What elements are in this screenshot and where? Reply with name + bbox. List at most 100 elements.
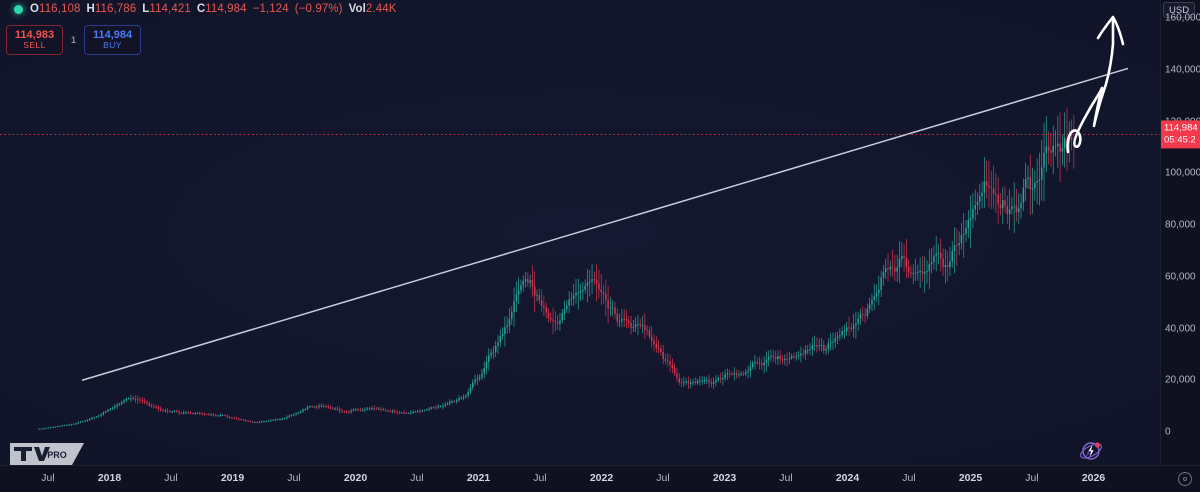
candle-body [667, 360, 669, 362]
candle-body [554, 320, 557, 323]
price-tick: 20,000 [1165, 374, 1196, 386]
candle-body [1070, 137, 1073, 141]
candle-body [611, 307, 614, 309]
time-tick: 2021 [466, 472, 491, 484]
candle-body [65, 424, 68, 426]
candle-body [907, 267, 910, 273]
candle-body [806, 349, 809, 351]
candle-body [921, 270, 924, 274]
candle-body [474, 379, 476, 383]
candle-body [435, 407, 437, 409]
candle-body [462, 396, 465, 398]
candle-body [56, 426, 59, 428]
candle-body [146, 402, 148, 404]
buy-price: 114,984 [92, 29, 133, 41]
candle-body [212, 414, 215, 416]
candle-body [540, 300, 543, 306]
clock-icon[interactable] [1178, 472, 1192, 486]
candle-body [1057, 143, 1059, 147]
candle-body [520, 285, 522, 291]
candle-body [650, 336, 653, 341]
candle-body [621, 318, 623, 322]
candle-body [249, 421, 251, 423]
candle-body [332, 408, 334, 410]
candle-body [100, 414, 102, 416]
candle-body [1013, 205, 1015, 207]
candle-body [582, 289, 584, 292]
candle-body [559, 320, 561, 324]
candle-body [628, 320, 630, 324]
candle-body [595, 280, 598, 283]
candle-body [678, 378, 680, 383]
candle-body [77, 422, 79, 424]
candle-body [54, 426, 56, 428]
candle-body [664, 358, 667, 361]
candle-body [132, 398, 134, 400]
time-axis[interactable]: Jul 2018 Jul 2019 Jul 2020 Jul 2021 Jul 2022 Jul 20… [0, 465, 1200, 492]
candle-body [109, 408, 112, 411]
candle-body [999, 204, 1002, 209]
candle-body [180, 412, 183, 414]
buy-label: BUY [103, 40, 122, 51]
candle-body [722, 377, 724, 380]
candle-body [288, 415, 290, 417]
candle-body [983, 181, 986, 193]
candle-body [976, 201, 979, 206]
candle-body [476, 378, 479, 380]
candle-body [804, 350, 807, 354]
candle-body [244, 420, 247, 422]
candle-body [173, 410, 176, 412]
sell-label: SELL [23, 40, 46, 51]
candle-body [781, 359, 784, 360]
candle-body [382, 409, 385, 410]
candle-body [527, 279, 529, 283]
candle-body [614, 307, 616, 314]
candle-body [779, 356, 781, 360]
buy-button[interactable]: 114,984 BUY [84, 25, 142, 55]
candle-body [533, 286, 536, 296]
candle-body [169, 411, 171, 413]
candle-body [205, 414, 208, 416]
candle-body [841, 331, 843, 336]
breakout-arrow-head [1096, 15, 1125, 46]
candle-body [416, 410, 419, 412]
candle-body [699, 380, 701, 382]
candle-body [763, 362, 765, 366]
candle-body [834, 338, 837, 343]
candle-body [293, 414, 295, 416]
candle-body [1018, 208, 1020, 213]
candle-body [820, 345, 823, 346]
breakout-arrow-shaft [1066, 16, 1115, 154]
candle-body [320, 405, 323, 407]
candle-body [467, 392, 469, 396]
candle-body [348, 411, 350, 413]
candle-body [1045, 146, 1048, 153]
ai-flash-icon[interactable] [1078, 438, 1104, 464]
candle-body [797, 355, 800, 357]
candle-body [439, 406, 442, 408]
candle-body [701, 380, 703, 382]
candle-body [98, 415, 100, 417]
candle-body [68, 424, 70, 426]
chart-pane[interactable] [0, 0, 1160, 465]
candle-body [283, 418, 286, 419]
candle-body [522, 280, 524, 286]
candle-body [256, 422, 258, 423]
candle-body [189, 412, 192, 414]
candle-body [561, 313, 563, 321]
ohlc-open-value: 116,108 [39, 3, 81, 15]
time-tick: Jul [656, 472, 670, 484]
ohlc-high-value: 116,786 [94, 3, 137, 15]
sell-button[interactable]: 114,983 SELL [6, 25, 63, 55]
candle-body [901, 256, 903, 260]
candle-body [568, 299, 570, 306]
price-axis[interactable]: USD 160,000140,000120,000100,00080,00060… [1160, 0, 1200, 465]
candle-body [258, 421, 261, 423]
candle-body [795, 356, 798, 358]
candle-body [488, 355, 490, 362]
candle-body [575, 292, 577, 296]
time-tick: Jul [287, 472, 301, 484]
candle-body [194, 413, 196, 415]
candle-body [263, 421, 265, 423]
candle-body [602, 292, 605, 295]
